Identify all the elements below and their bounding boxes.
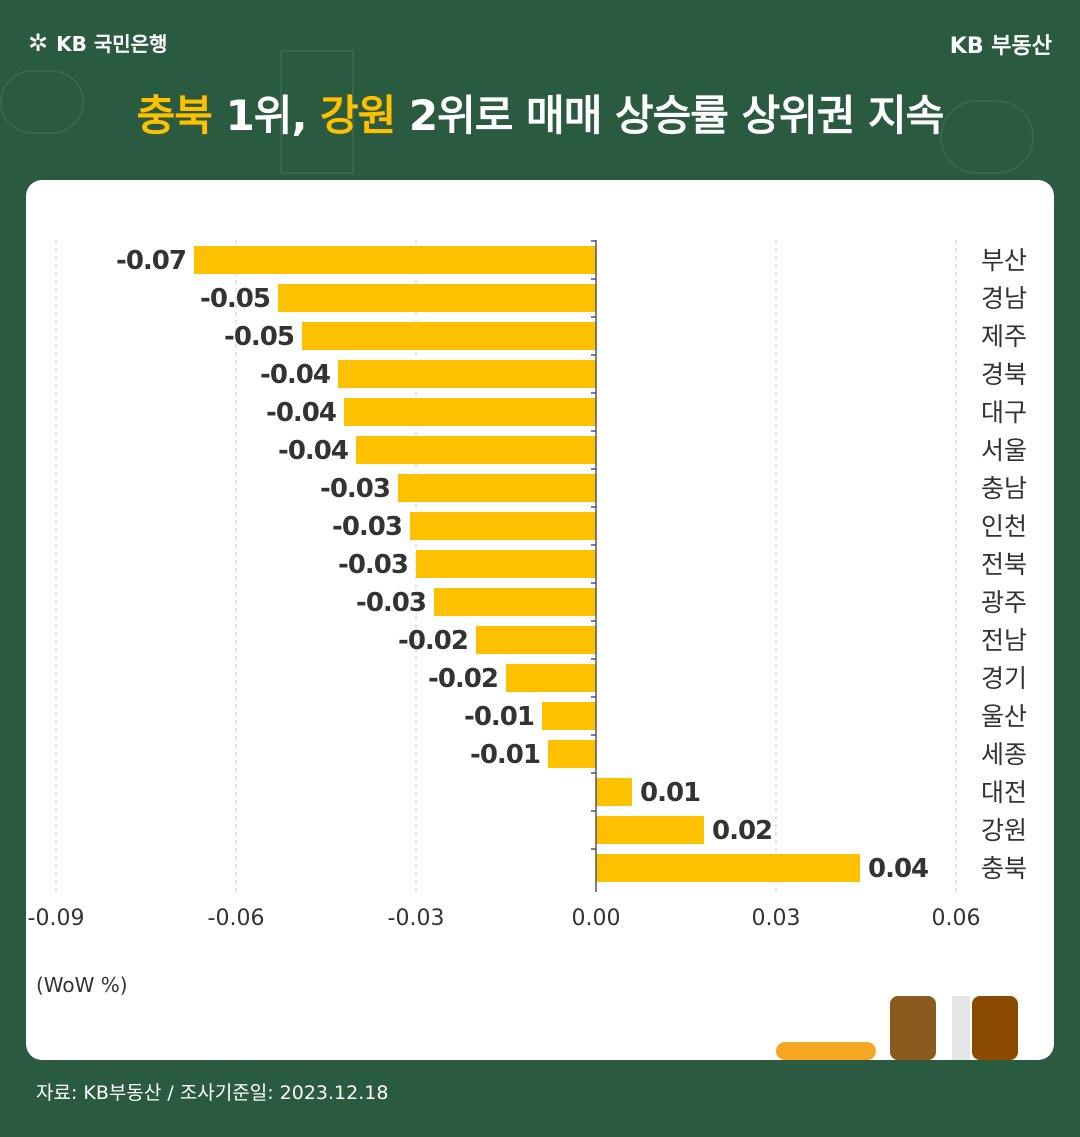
bar xyxy=(596,854,860,882)
bar xyxy=(194,246,596,274)
bar xyxy=(278,284,596,312)
category-label: 충남 xyxy=(981,474,1027,503)
bar xyxy=(338,360,596,388)
title-highlight-1: 충북 xyxy=(136,91,213,140)
category-label: 전북 xyxy=(981,550,1027,579)
data-label: -0.05 xyxy=(200,284,270,314)
data-label: -0.04 xyxy=(266,398,336,428)
data-label: -0.02 xyxy=(428,664,498,694)
category-label: 인천 xyxy=(981,512,1027,541)
bar xyxy=(596,778,632,806)
axis-unit-label: (WoW %) xyxy=(36,973,128,997)
page-title: 충북 1위, 강원 2위로 매매 상승률 상위권 지속 xyxy=(0,82,1080,143)
bar xyxy=(596,816,704,844)
bar xyxy=(410,512,596,540)
data-label: -0.02 xyxy=(398,626,468,656)
data-label: -0.04 xyxy=(260,360,330,390)
category-label: 서울 xyxy=(981,436,1027,465)
brand-name: KB 부동산 xyxy=(949,34,1052,59)
title-text-1: 1위, xyxy=(211,91,321,140)
data-label: 0.02 xyxy=(712,816,772,846)
category-label: 부산 xyxy=(981,246,1027,275)
category-label: 세종 xyxy=(981,740,1027,769)
source-note: 자료: KB부동산 / 조사기준일: 2023.12.18 xyxy=(36,1082,389,1104)
bar-chart: -0.07 부산 -0.05 경남 -0.05 제주 -0.04 경북 -0.04 대구 -0.04… xyxy=(28,240,1027,997)
category-label: 대전 xyxy=(981,778,1027,807)
bank-logo-label: KB 국민은행 xyxy=(56,32,168,56)
data-label: -0.03 xyxy=(356,588,426,618)
x-tick-label: -0.09 xyxy=(28,906,85,931)
bar xyxy=(398,474,596,502)
data-label: -0.05 xyxy=(224,322,294,352)
bar xyxy=(434,588,596,616)
data-label: -0.04 xyxy=(278,436,348,466)
decorative-block xyxy=(890,996,936,1060)
data-label: -0.03 xyxy=(338,550,408,580)
data-label: -0.03 xyxy=(320,474,390,504)
bar xyxy=(548,740,596,768)
category-label: 울산 xyxy=(981,702,1027,731)
category-label: 경남 xyxy=(981,284,1027,313)
category-label: 강원 xyxy=(981,816,1027,845)
x-tick-label: -0.06 xyxy=(208,906,265,931)
x-tick-label: 0.06 xyxy=(932,906,981,931)
category-label: 경북 xyxy=(981,360,1027,389)
title-highlight-2: 강원 xyxy=(320,91,396,140)
category-label: 경기 xyxy=(981,664,1027,693)
category-label: 충북 xyxy=(981,854,1027,883)
data-label: -0.01 xyxy=(464,702,534,732)
data-label: -0.03 xyxy=(332,512,402,542)
background-decoration xyxy=(0,70,84,134)
bar xyxy=(302,322,596,350)
bar xyxy=(506,664,596,692)
top-bar: ✲ KB 국민은행 KB 부동산 xyxy=(28,28,1052,60)
category-label: 제주 xyxy=(981,322,1027,351)
bar xyxy=(344,398,596,426)
kb-star-icon: ✲ xyxy=(28,28,49,57)
category-label: 대구 xyxy=(981,398,1027,427)
category-label: 전남 xyxy=(981,626,1027,655)
bar xyxy=(476,626,596,654)
bar xyxy=(356,436,596,464)
category-label: 광주 xyxy=(981,588,1027,617)
chart-card: -0.07 부산 -0.05 경남 -0.05 제주 -0.04 경북 -0.04 대구 -0.04… xyxy=(26,180,1054,1060)
data-label: -0.01 xyxy=(470,740,540,770)
x-tick-label: 0.03 xyxy=(752,906,801,931)
title-text-2: 2위로 매매 상승률 상위권 지속 xyxy=(395,91,944,140)
x-tick-label: 0.00 xyxy=(572,906,621,931)
decorative-block xyxy=(952,996,970,1060)
decorative-block xyxy=(972,996,1018,1060)
data-label: 0.01 xyxy=(640,778,700,808)
bar xyxy=(416,550,596,578)
background-decoration xyxy=(940,100,1034,174)
data-label: 0.04 xyxy=(868,854,928,884)
bank-logo: ✲ KB 국민은행 xyxy=(28,28,167,57)
data-label: -0.07 xyxy=(116,246,186,276)
background-decoration xyxy=(280,50,354,174)
bar xyxy=(542,702,596,730)
decorative-pill xyxy=(776,1042,876,1060)
x-tick-label: -0.03 xyxy=(388,906,445,931)
